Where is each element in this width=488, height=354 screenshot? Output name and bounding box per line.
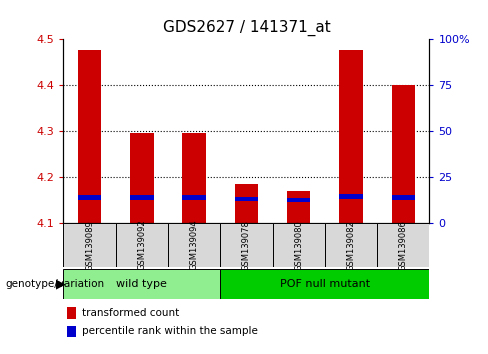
Bar (78, 195, 102, 200)
Bar (377, 223, 429, 267)
Bar (325, 223, 377, 267)
Text: GSM139080: GSM139080 (294, 220, 303, 270)
Bar (67, 326, 76, 337)
Text: transformed count: transformed count (82, 308, 179, 318)
Bar (220, 223, 273, 267)
Bar (130, 195, 154, 200)
Text: GSM139078: GSM139078 (242, 220, 251, 270)
Bar (391, 195, 415, 200)
Text: GSM139089: GSM139089 (85, 220, 94, 270)
Text: POF null mutant: POF null mutant (280, 279, 370, 289)
Text: GSM139092: GSM139092 (137, 220, 146, 270)
Bar (391, 85, 415, 223)
Bar (235, 184, 258, 223)
Bar (67, 307, 76, 319)
Bar (235, 197, 258, 201)
Text: ▶: ▶ (56, 278, 66, 291)
Bar (63, 269, 220, 299)
Text: percentile rank within the sample: percentile rank within the sample (82, 326, 258, 336)
Text: wild type: wild type (117, 279, 167, 289)
Bar (130, 133, 154, 223)
Text: GSM139094: GSM139094 (190, 220, 199, 270)
Bar (220, 269, 429, 299)
Text: GSM139082: GSM139082 (346, 220, 356, 270)
Bar (63, 223, 116, 267)
Bar (168, 223, 220, 267)
Text: GSM139086: GSM139086 (399, 220, 408, 270)
Bar (339, 50, 363, 223)
Bar (78, 50, 102, 223)
Bar (287, 198, 310, 202)
Bar (339, 194, 363, 199)
Bar (183, 133, 206, 223)
Text: genotype/variation: genotype/variation (5, 279, 104, 289)
Bar (273, 223, 325, 267)
Bar (183, 195, 206, 200)
Title: GDS2627 / 141371_at: GDS2627 / 141371_at (163, 20, 330, 36)
Bar (116, 223, 168, 267)
Bar (287, 191, 310, 223)
